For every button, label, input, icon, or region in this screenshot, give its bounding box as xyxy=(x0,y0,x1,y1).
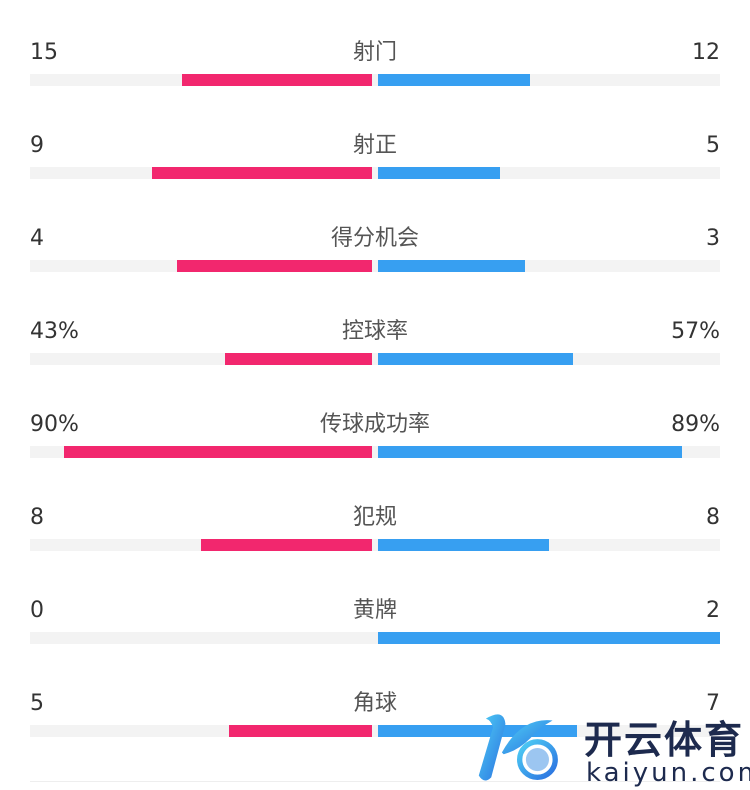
home-value: 4 xyxy=(30,226,44,251)
kaiyun-logo-icon xyxy=(478,714,558,781)
stat-label: 控球率 xyxy=(341,319,408,344)
away-bar xyxy=(378,167,501,179)
stat-label: 角球 xyxy=(352,691,397,716)
watermark-brand-en: kaiyun.com xyxy=(586,758,750,788)
stat-track xyxy=(30,167,720,179)
away-value: 3 xyxy=(706,226,720,251)
stat-label: 传球成功率 xyxy=(319,412,430,437)
away-value: 7 xyxy=(706,691,720,716)
away-bar xyxy=(378,260,525,272)
away-value: 89% xyxy=(671,412,720,437)
away-bar xyxy=(378,539,549,551)
home-value: 43% xyxy=(30,319,79,344)
stat-label: 得分机会 xyxy=(330,226,419,251)
stat-row: 90% 传球成功率 89% xyxy=(0,410,750,503)
away-bar xyxy=(378,74,530,86)
away-value: 57% xyxy=(671,319,720,344)
home-value: 8 xyxy=(30,505,44,530)
stat-track xyxy=(30,74,720,86)
home-bar xyxy=(201,539,372,551)
stat-track xyxy=(30,539,720,551)
stat-row: 9 射正 5 xyxy=(0,131,750,224)
home-bar xyxy=(229,725,372,737)
watermark-brand-cn: 开云体育 xyxy=(584,718,745,762)
stat-row: 43% 控球率 57% xyxy=(0,317,750,410)
stat-row: 15 射门 12 xyxy=(0,38,750,131)
away-bar xyxy=(378,353,573,365)
home-value: 9 xyxy=(30,133,44,158)
home-value: 5 xyxy=(30,691,44,716)
stat-label: 射正 xyxy=(352,133,397,158)
stat-row: 0 黄牌 2 xyxy=(0,596,750,689)
home-value: 15 xyxy=(30,40,58,65)
home-bar xyxy=(224,353,372,365)
home-value: 90% xyxy=(30,412,79,437)
stat-label: 犯规 xyxy=(352,505,397,530)
away-bar xyxy=(378,446,683,458)
home-value: 0 xyxy=(30,598,44,623)
home-bar xyxy=(152,167,372,179)
stat-track xyxy=(30,260,720,272)
stat-track xyxy=(30,353,720,365)
away-value: 12 xyxy=(692,40,720,65)
away-value: 5 xyxy=(706,133,720,158)
away-value: 2 xyxy=(706,598,720,623)
stat-label: 黄牌 xyxy=(352,598,397,623)
stat-label: 射门 xyxy=(352,40,397,65)
home-bar xyxy=(181,74,372,86)
watermark-logo: 开云体育 kaiyun.com xyxy=(462,714,750,788)
home-bar xyxy=(176,260,372,272)
away-value: 8 xyxy=(706,505,720,530)
home-bar xyxy=(64,446,372,458)
stat-row: 8 犯规 8 xyxy=(0,503,750,596)
away-bar xyxy=(378,632,720,644)
divider xyxy=(30,781,720,782)
stat-row: 4 得分机会 3 xyxy=(0,224,750,317)
